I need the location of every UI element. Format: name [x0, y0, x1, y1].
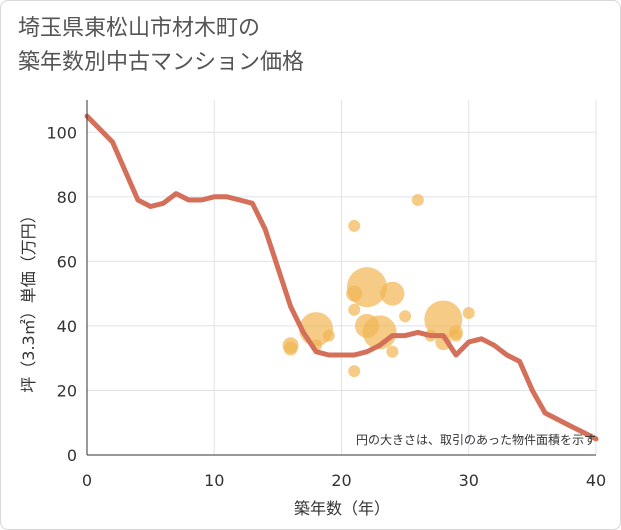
chart-title-line-2: 築年数別中古マンション価格: [18, 50, 305, 75]
y-axis-label: 坪（3.3㎡）単価（万円）: [19, 207, 38, 392]
average-line-series: [84, 113, 599, 442]
bubble-point: [346, 267, 387, 308]
bubble-point: [399, 310, 412, 323]
bubble-point: [348, 365, 361, 378]
chart-title: 埼玉県東松山市材木町の 築年数別中古マンション価格: [18, 12, 608, 80]
bubble-point: [283, 341, 298, 356]
chart-title-line-1: 埼玉県東松山市材木町の: [18, 16, 261, 41]
bubble-point: [322, 329, 335, 342]
bubble-point: [450, 329, 463, 342]
y-tick-label: 20: [57, 381, 77, 400]
y-tick-label: 100: [46, 123, 77, 142]
x-tick-label: 10: [204, 471, 224, 490]
bubble-point: [411, 194, 424, 207]
x-tick-label: 20: [331, 471, 351, 490]
y-tick-label: 60: [57, 252, 77, 271]
bubble-point: [348, 303, 361, 316]
bubble-size-note: 円の大きさは、取引のあった物件面積を示す: [356, 432, 596, 447]
axes: [86, 100, 596, 456]
bubble-point: [380, 281, 405, 306]
x-tick-label: 30: [459, 471, 479, 490]
y-tick-label: 40: [57, 317, 77, 336]
average-price-line: [84, 113, 599, 442]
x-tick-label: 40: [586, 471, 606, 490]
x-axis-label: 築年数（年）: [294, 499, 390, 518]
tick-labels: 0 20 40 60 80 100 0 10 20 30 40: [46, 123, 606, 490]
bubble-series: [282, 194, 475, 378]
y-tick-label: 0: [67, 446, 77, 465]
bubble-point: [386, 345, 399, 358]
bubble-point: [348, 219, 361, 232]
grid-lines: [87, 100, 597, 455]
x-tick-label: 0: [82, 471, 92, 490]
bubble-point: [462, 307, 475, 319]
y-tick-label: 80: [57, 188, 77, 207]
